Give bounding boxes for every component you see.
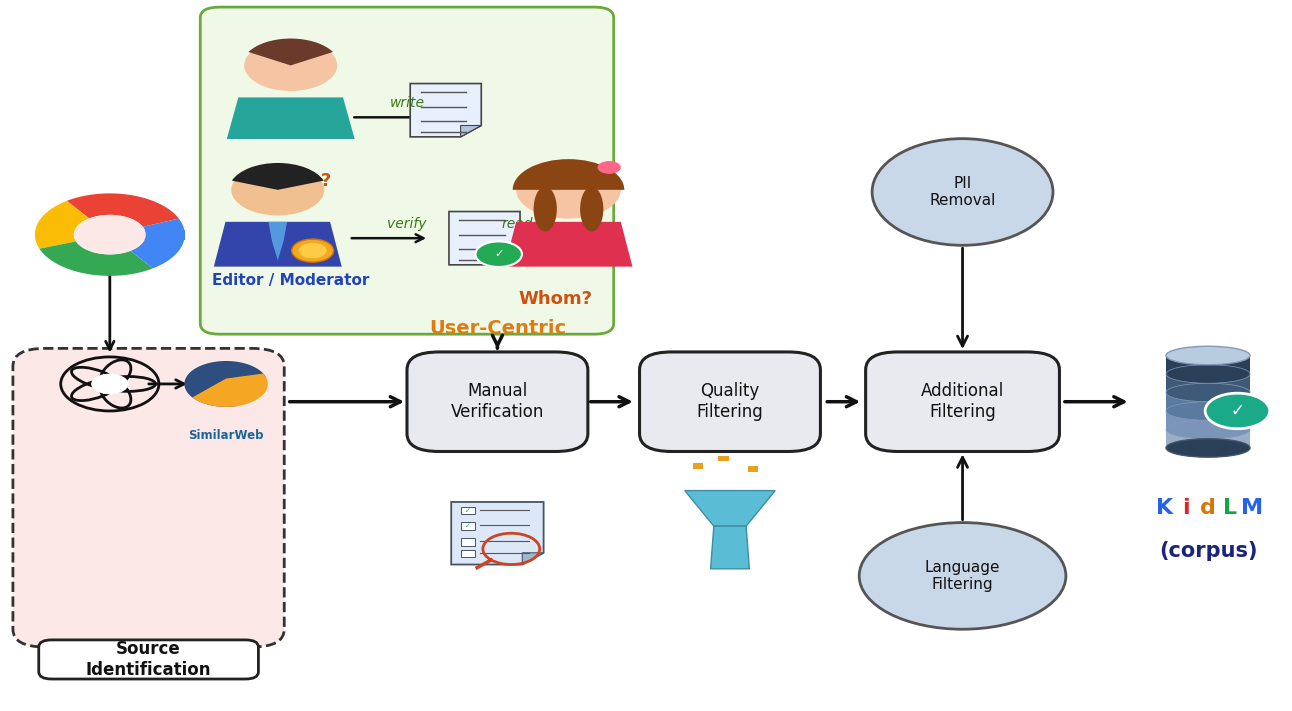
Polygon shape — [269, 222, 287, 260]
Text: read: read — [501, 217, 532, 231]
Polygon shape — [213, 222, 342, 267]
Text: ✓: ✓ — [1230, 402, 1244, 420]
Text: User-Centric: User-Centric — [429, 319, 566, 338]
Bar — [1167, 429, 1251, 448]
Ellipse shape — [1167, 365, 1251, 383]
FancyBboxPatch shape — [866, 352, 1059, 451]
Polygon shape — [522, 553, 544, 565]
Polygon shape — [130, 218, 185, 269]
Polygon shape — [451, 502, 544, 565]
Text: M: M — [1240, 498, 1264, 518]
Circle shape — [597, 161, 621, 173]
Circle shape — [74, 215, 146, 255]
Text: Manual
Verification: Manual Verification — [451, 383, 544, 421]
Text: Who?: Who? — [276, 172, 331, 191]
Ellipse shape — [872, 139, 1053, 245]
Polygon shape — [410, 84, 481, 137]
Text: Additional
Filtering: Additional Filtering — [921, 383, 1004, 421]
Circle shape — [292, 239, 333, 262]
FancyBboxPatch shape — [39, 640, 258, 679]
FancyBboxPatch shape — [200, 7, 614, 334]
Text: Source
Identification: Source Identification — [85, 641, 212, 679]
Bar — [718, 456, 729, 461]
Text: ✓: ✓ — [465, 523, 472, 529]
Ellipse shape — [1167, 402, 1251, 420]
Polygon shape — [711, 526, 749, 569]
Circle shape — [244, 40, 337, 91]
Text: L: L — [1224, 498, 1236, 518]
Text: ✓: ✓ — [494, 249, 504, 260]
Text: SimilarWeb: SimilarWeb — [189, 429, 264, 442]
Ellipse shape — [1167, 439, 1251, 457]
Text: verify: verify — [388, 217, 426, 231]
FancyBboxPatch shape — [407, 352, 588, 451]
Wedge shape — [248, 38, 333, 65]
Circle shape — [231, 164, 324, 215]
Polygon shape — [504, 222, 633, 267]
Polygon shape — [67, 193, 178, 227]
Text: write: write — [389, 96, 425, 110]
Polygon shape — [39, 242, 152, 276]
Bar — [461, 538, 475, 546]
Polygon shape — [193, 373, 267, 407]
Circle shape — [1205, 393, 1270, 429]
Ellipse shape — [1167, 420, 1251, 439]
Bar — [748, 466, 758, 472]
Circle shape — [92, 374, 128, 394]
Bar — [461, 523, 475, 530]
Circle shape — [475, 241, 522, 267]
Wedge shape — [513, 159, 624, 190]
Polygon shape — [35, 201, 89, 249]
Bar — [1167, 374, 1251, 392]
Text: PII
Removal: PII Removal — [929, 176, 996, 208]
Text: (corpus): (corpus) — [1159, 541, 1257, 561]
FancyBboxPatch shape — [13, 348, 284, 647]
Bar — [1167, 392, 1251, 411]
Bar — [461, 550, 475, 557]
Circle shape — [298, 243, 327, 258]
Bar — [1167, 356, 1251, 448]
Polygon shape — [460, 125, 481, 137]
Polygon shape — [227, 97, 355, 139]
Polygon shape — [685, 491, 775, 526]
Bar — [1167, 356, 1251, 374]
Text: Quality
Filtering: Quality Filtering — [696, 383, 764, 421]
Circle shape — [517, 161, 621, 218]
Text: K: K — [1155, 498, 1173, 518]
Text: Editor / Moderator: Editor / Moderator — [212, 273, 370, 289]
Ellipse shape — [1167, 383, 1251, 402]
Text: Whom?: Whom? — [518, 289, 593, 308]
Ellipse shape — [859, 523, 1066, 629]
Ellipse shape — [534, 186, 557, 231]
Ellipse shape — [580, 186, 603, 231]
Polygon shape — [450, 212, 521, 264]
Polygon shape — [499, 253, 521, 264]
Polygon shape — [185, 361, 266, 407]
Wedge shape — [231, 163, 324, 190]
Bar — [693, 463, 703, 469]
Bar — [461, 507, 475, 515]
Text: i: i — [1182, 498, 1190, 518]
Text: Language
Filtering: Language Filtering — [925, 560, 1000, 592]
Text: d: d — [1200, 498, 1216, 518]
FancyBboxPatch shape — [640, 352, 820, 451]
Bar — [1167, 411, 1251, 429]
Text: ✓: ✓ — [465, 508, 472, 513]
Ellipse shape — [1167, 346, 1251, 365]
Polygon shape — [110, 230, 185, 240]
